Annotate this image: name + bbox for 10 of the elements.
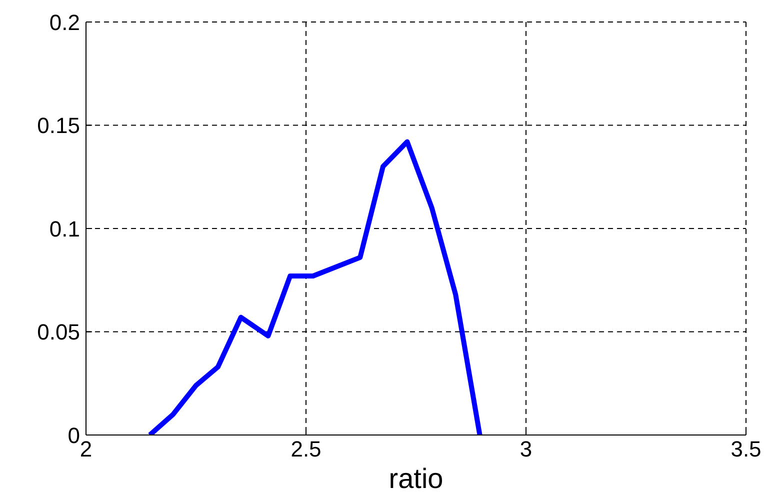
x-tick-label: 2.5 [290, 436, 322, 462]
y-tick-label: 0.1 [49, 216, 80, 242]
y-tick-label: 0.05 [37, 320, 80, 345]
y-tick-label: 0.15 [37, 113, 80, 138]
x-tick-label: 2 [80, 436, 92, 462]
y-tick-label: 0.2 [49, 10, 80, 35]
x-tick-label: 3.5 [730, 436, 762, 462]
y-tick-label: 0 [68, 422, 80, 448]
x-tick-label: 3 [520, 436, 532, 462]
x-axis-title: ratio [388, 463, 444, 492]
